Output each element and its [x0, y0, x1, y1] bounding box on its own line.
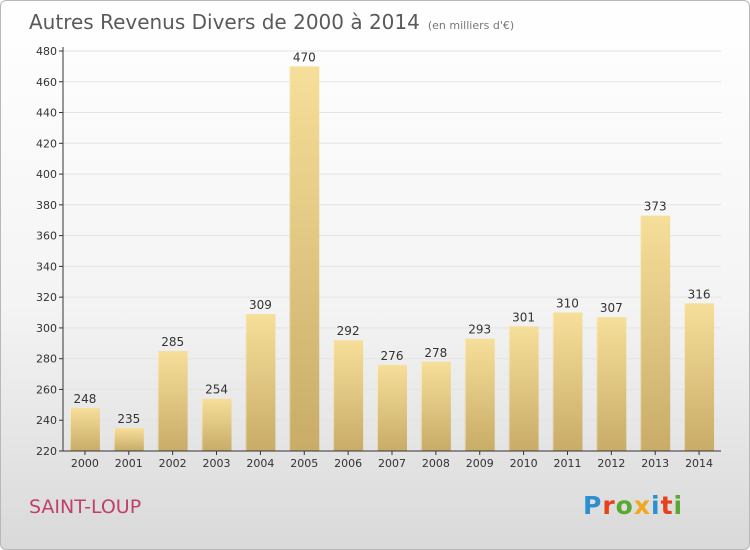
x-tick-label-2004: 2004 [246, 457, 274, 470]
bar-2000 [69, 407, 100, 451]
x-tick-label-2000: 2000 [71, 457, 99, 470]
x-tick-label-2006: 2006 [334, 457, 362, 470]
y-tick-label: 240 [36, 414, 57, 427]
data-label-2006: 292 [337, 324, 360, 338]
data-label-2011: 310 [556, 297, 579, 311]
y-tick-label: 460 [36, 76, 57, 89]
data-label-2002: 285 [161, 335, 184, 349]
chart-title: Autres Revenus Divers de 2000 à 2014 (en … [29, 10, 514, 34]
bar-2002 [157, 351, 188, 451]
location-label: SAINT-LOUP [29, 496, 142, 518]
proxiti-logo: Proxiti [583, 491, 683, 520]
bar-2009 [464, 338, 495, 451]
data-label-2008: 278 [424, 346, 447, 360]
data-label-2001: 235 [117, 412, 140, 426]
y-tick-label: 440 [36, 107, 57, 120]
y-tick-label: 340 [36, 260, 57, 273]
bar-2001 [113, 427, 144, 451]
y-tick-label: 480 [36, 45, 57, 58]
x-tick-label-2009: 2009 [466, 457, 494, 470]
x-tick-label-2005: 2005 [290, 457, 318, 470]
bar-2014 [684, 303, 715, 451]
bar-2005 [289, 66, 320, 451]
x-tick-label-2012: 2012 [597, 457, 625, 470]
bar-2004 [245, 314, 276, 451]
x-tick-label-2007: 2007 [378, 457, 406, 470]
x-tick-label-2013: 2013 [641, 457, 669, 470]
x-tick-label-2003: 2003 [203, 457, 231, 470]
logo-letter: r [602, 491, 616, 520]
bar-2011 [552, 312, 583, 451]
x-tick-label-2002: 2002 [159, 457, 187, 470]
data-label-2004: 309 [249, 298, 272, 312]
logo-letter: i [673, 491, 684, 520]
data-label-2014: 316 [688, 287, 711, 301]
y-tick-label: 400 [36, 168, 57, 181]
x-tick-label-2008: 2008 [422, 457, 450, 470]
bars [69, 66, 715, 451]
bar-2013 [640, 215, 671, 451]
logo-letter: P [583, 491, 603, 520]
logo-letter: o [615, 491, 634, 520]
y-tick-label: 220 [36, 445, 57, 458]
data-label-2005: 470 [293, 50, 316, 64]
data-label-2013: 373 [644, 200, 667, 214]
chart-title-text: Autres Revenus Divers de 2000 à 2014 [29, 10, 420, 34]
data-label-2000: 248 [73, 392, 96, 406]
data-label-2010: 301 [512, 310, 535, 324]
y-tick-label: 420 [36, 137, 57, 150]
logo-letter: x [633, 491, 651, 520]
data-label-2007: 276 [381, 349, 404, 363]
bar-2006 [333, 340, 364, 451]
x-tick-label-2011: 2011 [553, 457, 581, 470]
y-tick-label: 260 [36, 383, 57, 396]
x-tick-label-2014: 2014 [685, 457, 713, 470]
x-tick-label-2001: 2001 [115, 457, 143, 470]
bar-2012 [596, 317, 627, 451]
y-tick-label: 320 [36, 291, 57, 304]
x-axis-ticks: 2000 2001 2002 2003 2004 2005 2006 2007 2008 2009… [71, 451, 713, 470]
y-tick-label: 280 [36, 353, 57, 366]
logo-letter: t [660, 491, 674, 520]
y-axis-ticks: 220 240 260 280 300 320 340 360 380 400 420 440 460 4… [36, 45, 63, 458]
y-tick-label: 360 [36, 230, 57, 243]
logo-letter: i [651, 491, 661, 520]
data-labels: 248 235 285 254 309 470 292 276 278 293 301 310 307 3… [73, 50, 710, 426]
chart-subtitle: (en milliers d'€) [427, 19, 515, 32]
data-label-2003: 254 [205, 383, 228, 397]
bar-2010 [508, 326, 539, 451]
data-label-2009: 293 [468, 323, 491, 337]
bar-2007 [377, 364, 407, 451]
y-tick-label: 300 [36, 322, 57, 335]
data-label-2012: 307 [600, 301, 623, 315]
bar-2008 [420, 361, 451, 451]
y-tick-label: 380 [36, 199, 57, 212]
x-tick-label-2010: 2010 [510, 457, 538, 470]
bar-2003 [201, 398, 232, 451]
